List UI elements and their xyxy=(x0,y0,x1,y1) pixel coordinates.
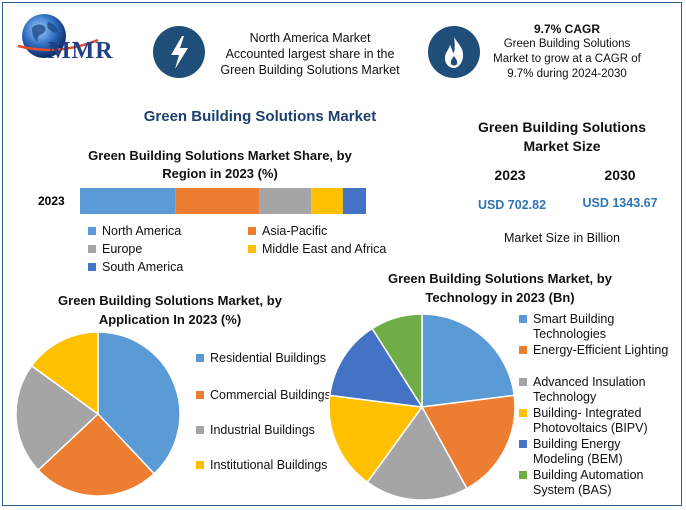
market-size-title: Green Building Solutions Market Size xyxy=(478,119,646,154)
legend-label: Energy-Efficient Lighting xyxy=(533,343,669,357)
flame-icon xyxy=(428,26,480,78)
application-pie-chart xyxy=(15,331,181,497)
legend-item-asia-pacific: Asia-Pacific xyxy=(248,224,327,238)
legend-item-smart-building-technologies: Smart Building Technologies xyxy=(519,312,614,342)
legend-label: Smart Building xyxy=(533,312,615,326)
pie-slice-energy-efficient-lighting xyxy=(420,394,516,490)
legend-swatch xyxy=(196,461,204,469)
pie-slice-advanced-insulation-technology xyxy=(366,405,468,501)
region-chart-title: Green Building Solutions Market Share, b… xyxy=(88,148,352,181)
legend-item-south-america: South America xyxy=(88,260,183,274)
legend-item-building-energy-modeling-bem: Building Energy Modeling (BEM) xyxy=(519,437,623,467)
bar-category-label: 2023 xyxy=(38,194,65,208)
bar-segment-middle-east-and-africa xyxy=(311,188,343,214)
legend-label: Advanced Insulation xyxy=(533,375,646,389)
technology-chart-title: Green Building Solutions Market, by Tech… xyxy=(388,271,612,305)
market-size-value-2023: USD 702.82 xyxy=(477,198,547,212)
legend-item-energy-efficient-lighting: Energy-Efficient Lighting xyxy=(519,343,668,358)
pie-slice-building-automation-system-bas xyxy=(371,313,423,410)
pie-slice-institutional-buildings xyxy=(30,331,99,416)
market-size-year-2030: 2030 xyxy=(604,167,636,183)
highlight-north-america: North America Market Accounted largest s… xyxy=(220,31,400,77)
market-size-footnote: Market Size in Billion xyxy=(503,231,620,245)
legend-swatch xyxy=(248,245,256,253)
legend-item-institutional-buildings: Institutional Buildings xyxy=(196,458,327,472)
market-size-year-2023: 2023 xyxy=(494,167,526,183)
legend-label: Building Automation xyxy=(533,468,644,482)
legend-item-industrial-buildings: Industrial Buildings xyxy=(196,423,315,437)
legend-label: Residential Buildings xyxy=(210,351,327,365)
technology-pie-chart xyxy=(328,313,516,501)
legend-label: System (BAS) xyxy=(533,483,612,497)
legend-item-middle-east-and-africa: Middle East and Africa xyxy=(248,242,386,256)
bar-segment-asia-pacific xyxy=(175,188,260,214)
pie-slice-commercial-buildings xyxy=(37,412,156,497)
legend-label: Technologies xyxy=(533,327,606,341)
pie-slice-smart-building-technologies xyxy=(421,313,516,408)
pie-slice-residential-buildings xyxy=(97,331,181,475)
page-title: Green Building Solutions Market xyxy=(143,108,377,125)
legend-swatch xyxy=(519,471,527,479)
legend-swatch xyxy=(196,354,204,362)
application-chart-title: Green Building Solutions Market, by Appl… xyxy=(58,293,282,327)
legend-label: Technology xyxy=(533,390,597,404)
legend-swatch xyxy=(519,440,527,448)
lightning-icon xyxy=(153,26,205,78)
region-share-bar-chart: 2023 xyxy=(38,188,366,214)
legend-label: Institutional Buildings xyxy=(210,458,328,472)
bar-segment-south-america xyxy=(342,188,366,214)
legend-label: Middle East and Africa xyxy=(262,242,387,256)
infographic-frame xyxy=(2,2,682,506)
legend-swatch xyxy=(196,426,204,434)
legend-label: Industrial Buildings xyxy=(210,423,315,437)
legend-label: Modeling (BEM) xyxy=(533,452,623,466)
mmr-logo: MMR xyxy=(14,10,144,70)
legend-item-north-america: North America xyxy=(88,224,181,238)
legend-label: Building- Integrated xyxy=(533,406,642,420)
bar-segment-europe xyxy=(259,188,312,214)
legend-item-europe: Europe xyxy=(88,242,142,256)
legend-label: South America xyxy=(102,260,184,274)
legend-item-advanced-insulation-technology: Advanced Insulation Technology xyxy=(519,375,646,405)
legend-swatch xyxy=(196,391,204,399)
legend-swatch xyxy=(519,346,527,354)
legend-swatch xyxy=(519,409,527,417)
legend-item-building-integrated-photovoltaics-bipv: Building- Integrated Photovoltaics (BIPV) xyxy=(519,406,648,436)
pie-slice-building-energy-modeling-bem xyxy=(328,327,424,408)
legend-swatch xyxy=(88,227,96,235)
legend-label: Photovoltaics (BIPV) xyxy=(533,421,648,435)
legend-swatch xyxy=(88,263,96,271)
legend-label: Asia-Pacific xyxy=(262,224,328,238)
legend-item-residential-buildings: Residential Buildings xyxy=(196,351,326,365)
legend-label: Building Energy xyxy=(533,437,621,451)
legend-swatch xyxy=(519,378,527,386)
logo-text: MMR xyxy=(48,38,114,64)
highlight-cagr: 9.7% CAGR Green Building Solutions Marke… xyxy=(493,22,641,80)
legend-item-building-automation-system-bas: Building Automation System (BAS) xyxy=(519,468,644,498)
legend-swatch xyxy=(88,245,96,253)
pie-slice-industrial-buildings xyxy=(15,364,100,472)
legend-item-commercial-buildings: Commercial Buildings xyxy=(196,388,331,402)
legend-label: Europe xyxy=(102,242,143,256)
legend-label: North America xyxy=(102,224,182,238)
globe-icon xyxy=(17,14,99,58)
bar-segment-north-america xyxy=(80,188,176,214)
market-size-value-2030: USD 1343.67 xyxy=(582,196,658,210)
legend-swatch xyxy=(519,315,527,323)
legend-swatch xyxy=(248,227,256,235)
pie-slice-building-integrated-photovoltaics-bipv xyxy=(328,394,424,484)
legend-label: Commercial Buildings xyxy=(210,388,331,402)
